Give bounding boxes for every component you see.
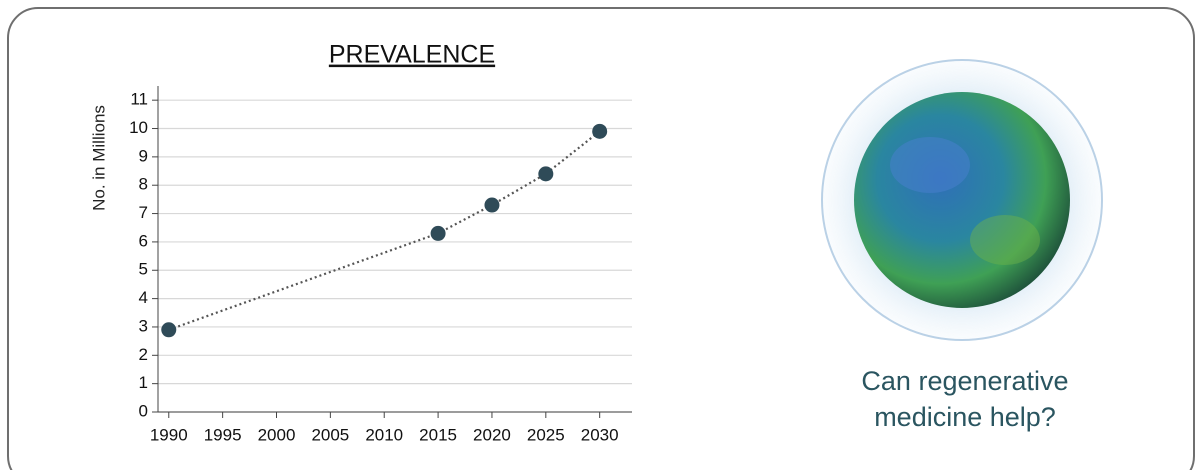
data-point <box>592 123 608 139</box>
y-tick-label: 0 <box>139 401 148 420</box>
y-tick-label: 6 <box>139 231 148 250</box>
data-point <box>161 322 177 338</box>
x-tick-label: 1990 <box>150 425 188 444</box>
y-tick-label: 3 <box>139 316 148 335</box>
x-tick-label: 2010 <box>365 425 403 444</box>
trend-line <box>168 130 601 331</box>
y-tick-label: 7 <box>139 203 148 222</box>
data-point <box>484 197 500 213</box>
chart-title: PREVALENCE <box>329 41 495 69</box>
caption-line: medicine help? <box>874 402 1056 432</box>
data-point <box>430 225 446 241</box>
y-tick-label: 8 <box>139 175 148 194</box>
x-tick-label: 1995 <box>204 425 242 444</box>
y-tick-label: 1 <box>139 373 148 392</box>
caption-line: Can regenerative <box>861 366 1068 396</box>
frame <box>7 7 1195 475</box>
y-tick-label: 4 <box>139 288 148 307</box>
x-tick-label: 2015 <box>419 425 457 444</box>
y-tick-label: 2 <box>139 345 148 364</box>
x-tick-label: 2025 <box>527 425 565 444</box>
y-tick-label: 11 <box>130 90 148 109</box>
y-tick-label: 9 <box>139 146 148 165</box>
cell-image <box>821 59 1103 341</box>
y-axis-label: No. in Millions <box>89 105 108 211</box>
x-tick-label: 2005 <box>311 425 349 444</box>
x-tick-label: 2030 <box>581 425 619 444</box>
x-tick-label: 2020 <box>473 425 511 444</box>
data-point <box>538 166 554 182</box>
y-tick-label: 10 <box>129 118 148 137</box>
x-tick-label: 2000 <box>258 425 296 444</box>
y-tick-label: 5 <box>139 260 148 279</box>
